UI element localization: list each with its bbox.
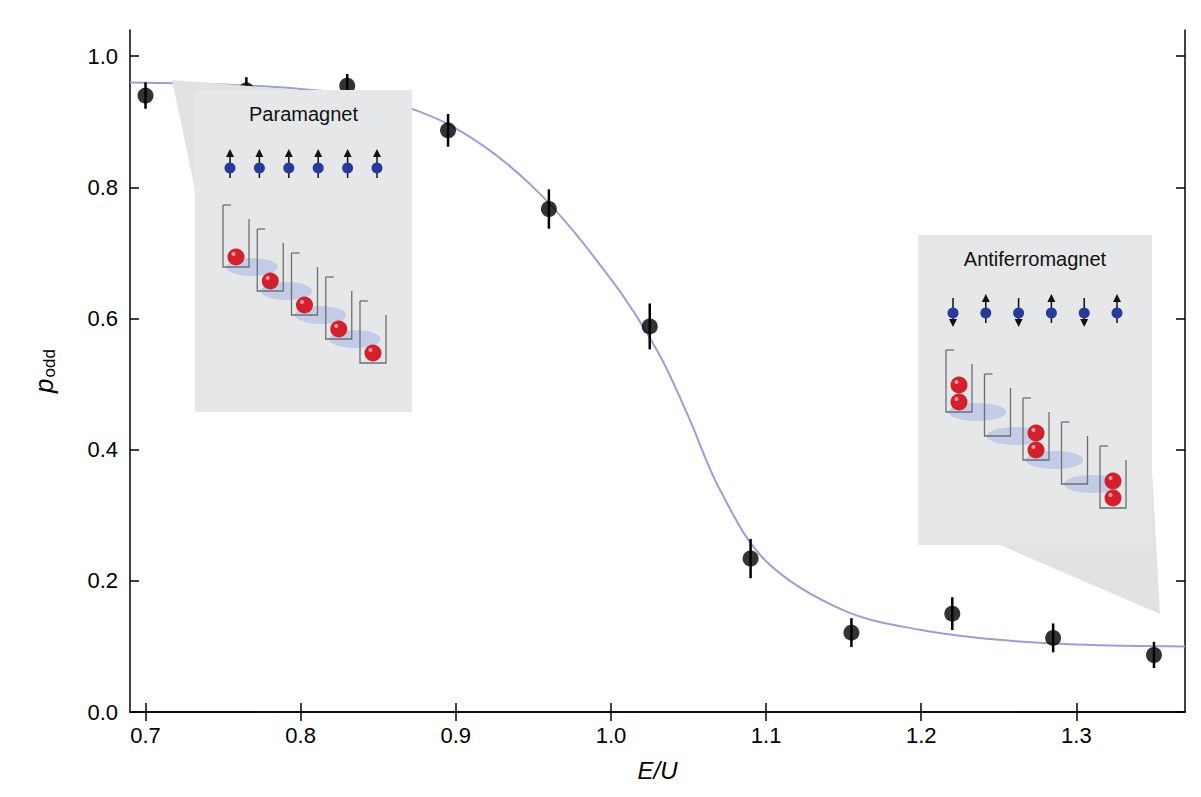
svg-text:1.2: 1.2 (906, 723, 937, 748)
svg-text:0.7: 0.7 (130, 723, 161, 748)
svg-text:0.8: 0.8 (285, 723, 316, 748)
svg-text:0.0: 0.0 (87, 700, 118, 725)
svg-text:1.0: 1.0 (87, 44, 118, 69)
svg-text:1.0: 1.0 (596, 723, 627, 748)
svg-text:1.1: 1.1 (751, 723, 782, 748)
svg-text:1.3: 1.3 (1061, 723, 1092, 748)
svg-text:p: p (29, 378, 59, 393)
svg-text:E/U: E/U (637, 757, 678, 784)
svg-text:odd: odd (40, 349, 59, 377)
svg-text:0.9: 0.9 (441, 723, 472, 748)
svg-text:Antiferromagnet: Antiferromagnet (964, 248, 1107, 270)
svg-text:0.4: 0.4 (87, 437, 118, 462)
svg-text:0.2: 0.2 (87, 568, 118, 593)
svg-text:0.6: 0.6 (87, 306, 118, 331)
svg-text:Paramagnet: Paramagnet (249, 103, 358, 125)
svg-text:0.8: 0.8 (87, 175, 118, 200)
